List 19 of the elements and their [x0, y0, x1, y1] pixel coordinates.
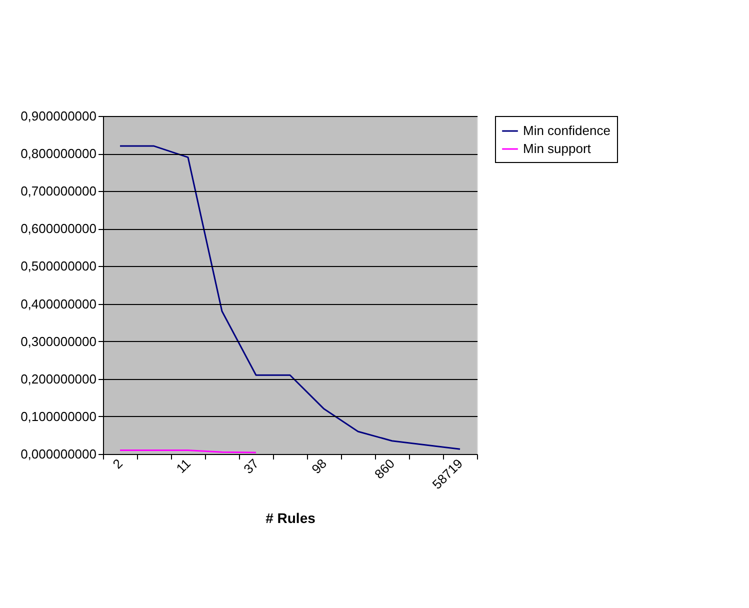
x-tick-label: 860: [371, 456, 398, 482]
y-tick-label: 0,600000000: [20, 221, 96, 236]
x-axis-title: # Rules: [266, 510, 316, 526]
y-tick-label: 0,100000000: [20, 408, 96, 424]
legend-label: Min confidence: [523, 123, 610, 138]
y-tick-label: 0,900000000: [20, 108, 96, 124]
x-tick-label: 2: [110, 456, 126, 472]
legend-label: Min support: [523, 141, 592, 156]
y-tick-label: 0,400000000: [20, 296, 96, 312]
y-tick-label: 0,500000000: [20, 258, 96, 274]
x-tick-label: 37: [240, 456, 262, 477]
y-tick-label: 0,800000000: [20, 146, 96, 162]
y-tick-label: 0,200000000: [20, 371, 96, 386]
y-tick-label: 0,300000000: [20, 334, 96, 349]
x-tick-label: 98: [308, 456, 330, 477]
y-tick-label: 0,700000000: [20, 184, 96, 199]
line-series: [119, 145, 461, 450]
x-tick-label: 11: [173, 456, 194, 476]
y-tick-label: 0,000000000: [20, 446, 96, 462]
